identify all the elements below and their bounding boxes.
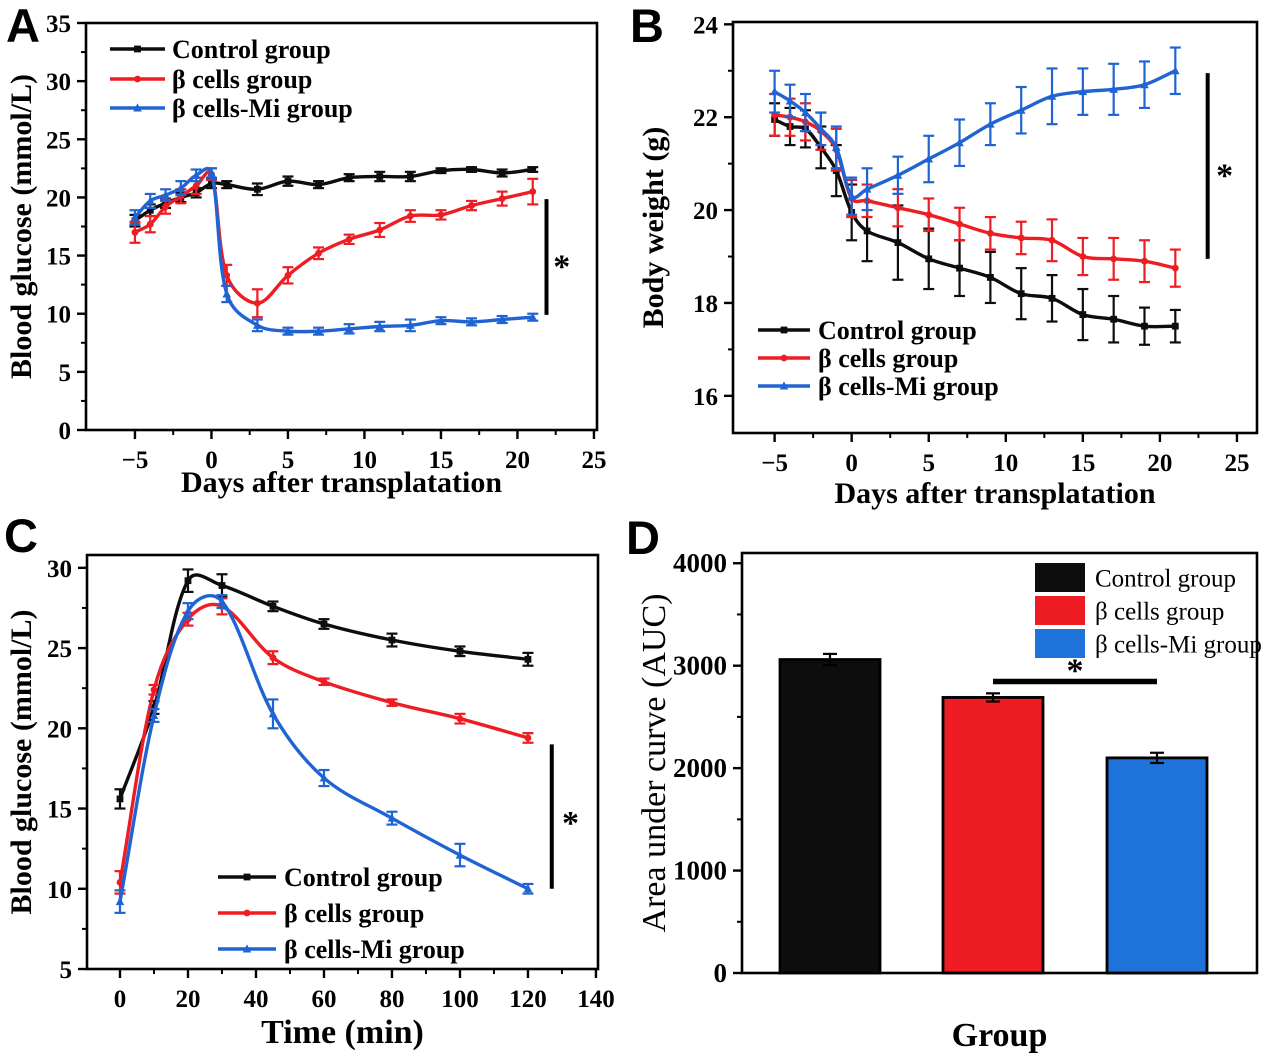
svg-text:Control group: Control group xyxy=(1095,566,1236,593)
svg-text:30: 30 xyxy=(47,556,72,583)
svg-text:25: 25 xyxy=(581,447,606,474)
svg-text:β cells-Mi group: β cells-Mi group xyxy=(818,372,999,401)
svg-text:15: 15 xyxy=(428,447,453,474)
svg-text:Blood glucose (mmol/L): Blood glucose (mmol/L) xyxy=(5,74,38,379)
svg-text:*: * xyxy=(553,248,570,285)
svg-text:24: 24 xyxy=(693,12,719,39)
svg-text:*: * xyxy=(1216,158,1233,195)
svg-text:5: 5 xyxy=(59,360,72,387)
chart-a-blood-glucose-line: 0 5 10 15 20 25 30 35 −5 0 5 10 15 20 25 Days after tra… xyxy=(5,11,606,499)
svg-text:20: 20 xyxy=(693,198,718,225)
svg-text:β cells group: β cells group xyxy=(284,899,424,928)
svg-text:5: 5 xyxy=(282,447,295,474)
svg-text:10: 10 xyxy=(352,447,377,474)
svg-text:16: 16 xyxy=(693,384,718,411)
svg-text:22: 22 xyxy=(693,105,718,132)
panel-letter-b: B xyxy=(630,0,664,52)
svg-text:Control group: Control group xyxy=(284,863,443,892)
svg-text:β cells-Mi group: β cells-Mi group xyxy=(284,935,465,964)
svg-text:30: 30 xyxy=(46,69,71,96)
panel-letter-c: C xyxy=(4,509,38,562)
svg-text:−5: −5 xyxy=(122,447,149,474)
svg-text:Time (min): Time (min) xyxy=(261,1014,424,1051)
svg-text:β cells group: β cells group xyxy=(818,344,958,373)
svg-text:4000: 4000 xyxy=(673,548,727,578)
svg-text:20: 20 xyxy=(46,185,71,212)
svg-text:25: 25 xyxy=(1224,450,1249,477)
svg-text:1000: 1000 xyxy=(673,856,727,886)
svg-text:10: 10 xyxy=(47,877,72,904)
svg-text:β cells group: β cells group xyxy=(1095,599,1224,626)
svg-text:Days after transplatation: Days after transplatation xyxy=(181,466,502,499)
svg-text:−5: −5 xyxy=(761,450,788,477)
svg-text:*: * xyxy=(1067,653,1084,690)
svg-text:5: 5 xyxy=(60,957,73,984)
svg-text:5: 5 xyxy=(922,450,935,477)
svg-text:140: 140 xyxy=(577,986,615,1013)
svg-text:25: 25 xyxy=(46,127,71,154)
svg-text:Area under curve (AUC): Area under curve (AUC) xyxy=(636,594,673,933)
svg-text:Group: Group xyxy=(952,1017,1048,1054)
svg-text:15: 15 xyxy=(47,797,72,824)
chart-c-ipgtt-line: 5 10 15 20 25 30 0 20 40 60 80 100 120 140 Time (min) B… xyxy=(5,553,615,1051)
svg-text:20: 20 xyxy=(1147,450,1172,477)
svg-text:40: 40 xyxy=(243,986,268,1013)
svg-text:Blood glucose (mmol/L): Blood glucose (mmol/L) xyxy=(5,610,38,915)
svg-text:18: 18 xyxy=(693,291,718,318)
svg-text:Days after transplatation: Days after transplatation xyxy=(834,477,1155,510)
svg-text:0: 0 xyxy=(845,450,858,477)
svg-text:10: 10 xyxy=(46,302,71,329)
chart-b-body-weight-line: 16 18 20 22 24 −5 0 5 10 15 20 25 Days after transpl… xyxy=(637,12,1259,510)
svg-text:Control group: Control group xyxy=(172,35,331,64)
panel-letter-a: A xyxy=(6,0,40,52)
svg-text:0: 0 xyxy=(205,447,218,474)
svg-text:0: 0 xyxy=(714,958,728,988)
svg-text:3000: 3000 xyxy=(673,651,727,681)
svg-text:20: 20 xyxy=(175,986,200,1013)
svg-text:*: * xyxy=(562,805,579,842)
svg-text:Body weight (g): Body weight (g) xyxy=(637,127,670,329)
chart-d-auc-bar: 0 1000 2000 3000 4000 Group Area under curve (… xyxy=(636,548,1262,1054)
svg-text:120: 120 xyxy=(509,986,547,1013)
svg-text:15: 15 xyxy=(1070,450,1095,477)
panel-letter-d: D xyxy=(626,511,660,564)
svg-text:β cells group: β cells group xyxy=(172,65,312,94)
svg-text:β cells-Mi group: β cells-Mi group xyxy=(172,94,353,123)
svg-text:0: 0 xyxy=(114,986,127,1013)
svg-text:Control group: Control group xyxy=(818,316,977,345)
svg-text:20: 20 xyxy=(505,447,530,474)
svg-text:β cells-Mi group: β cells-Mi group xyxy=(1095,632,1262,659)
svg-text:2000: 2000 xyxy=(673,753,727,783)
svg-text:35: 35 xyxy=(46,11,71,38)
svg-text:25: 25 xyxy=(47,636,72,663)
svg-text:60: 60 xyxy=(311,986,336,1013)
svg-text:20: 20 xyxy=(47,716,72,743)
svg-text:10: 10 xyxy=(993,450,1018,477)
svg-text:15: 15 xyxy=(46,244,71,271)
svg-text:100: 100 xyxy=(441,986,479,1013)
svg-text:80: 80 xyxy=(379,986,404,1013)
svg-text:0: 0 xyxy=(59,418,72,445)
